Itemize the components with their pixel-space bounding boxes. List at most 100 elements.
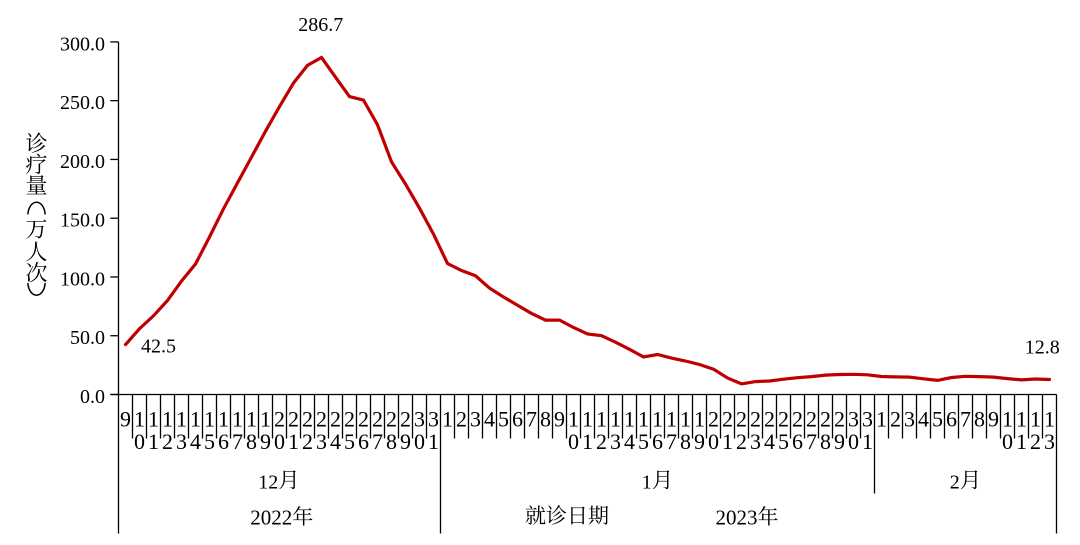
svg-text:6: 6: [512, 407, 523, 432]
svg-text:2: 2: [456, 407, 467, 432]
svg-text:0: 0: [414, 429, 425, 454]
svg-text:0.0: 0.0: [80, 386, 105, 408]
svg-text:0: 0: [708, 429, 719, 454]
svg-text:1: 1: [722, 429, 733, 454]
svg-text:7: 7: [232, 429, 243, 454]
svg-text:2: 2: [806, 407, 817, 432]
svg-text:1: 1: [134, 407, 145, 432]
svg-text:1: 1: [1016, 407, 1027, 432]
svg-text:9: 9: [988, 407, 999, 432]
svg-text:2: 2: [736, 407, 747, 432]
svg-text:1: 1: [1016, 429, 1027, 454]
svg-text:1: 1: [638, 407, 649, 432]
svg-text:9: 9: [400, 429, 411, 454]
svg-text:1: 1: [148, 407, 159, 432]
svg-text:42.5: 42.5: [141, 336, 176, 358]
svg-text:1: 1: [568, 407, 579, 432]
svg-text:2: 2: [358, 407, 369, 432]
svg-text:8: 8: [820, 429, 831, 454]
svg-text:2022: 2022: [250, 506, 292, 530]
svg-text:8: 8: [974, 407, 985, 432]
svg-text:2: 2: [778, 407, 789, 432]
svg-text:1: 1: [610, 407, 621, 432]
svg-text:1: 1: [642, 472, 652, 494]
svg-text:1: 1: [442, 407, 453, 432]
svg-text:2: 2: [736, 429, 747, 454]
svg-text:2: 2: [1030, 429, 1041, 454]
svg-text:5: 5: [778, 429, 789, 454]
svg-text:12: 12: [258, 472, 278, 494]
svg-text:1: 1: [162, 407, 173, 432]
svg-text:3: 3: [414, 407, 425, 432]
svg-text:1: 1: [666, 407, 677, 432]
svg-text:2: 2: [344, 407, 355, 432]
svg-text:8: 8: [680, 429, 691, 454]
svg-text:0: 0: [568, 429, 579, 454]
svg-text:1: 1: [148, 429, 159, 454]
svg-text:100.0: 100.0: [60, 268, 105, 290]
svg-text:4: 4: [764, 429, 775, 454]
svg-text:1: 1: [862, 429, 873, 454]
svg-text:5: 5: [204, 429, 215, 454]
svg-text:3: 3: [904, 407, 915, 432]
svg-text:1: 1: [246, 407, 257, 432]
svg-text:3: 3: [848, 407, 859, 432]
svg-text:2: 2: [274, 407, 285, 432]
svg-text:0: 0: [848, 429, 859, 454]
svg-text:1: 1: [680, 407, 691, 432]
svg-text:9: 9: [694, 429, 705, 454]
svg-text:12.8: 12.8: [1025, 337, 1060, 359]
svg-text:8: 8: [246, 429, 257, 454]
svg-text:5: 5: [498, 407, 509, 432]
svg-text:7: 7: [526, 407, 537, 432]
svg-text:1: 1: [428, 429, 439, 454]
svg-text:2: 2: [400, 407, 411, 432]
svg-text:1: 1: [596, 407, 607, 432]
svg-text:200.0: 200.0: [60, 151, 105, 173]
svg-text:8: 8: [540, 407, 551, 432]
svg-text:1: 1: [1002, 407, 1013, 432]
svg-text:2: 2: [162, 429, 173, 454]
svg-text:1: 1: [694, 407, 705, 432]
svg-text:2: 2: [302, 407, 313, 432]
svg-text:7: 7: [960, 407, 971, 432]
svg-text:300.0: 300.0: [60, 33, 105, 55]
svg-text:9: 9: [120, 407, 131, 432]
svg-text:3: 3: [176, 429, 187, 454]
svg-text:7: 7: [372, 429, 383, 454]
svg-text:4: 4: [918, 407, 929, 432]
svg-text:6: 6: [358, 429, 369, 454]
svg-text:6: 6: [792, 429, 803, 454]
svg-text:50.0: 50.0: [70, 327, 105, 349]
svg-text:0: 0: [274, 429, 285, 454]
svg-text:1: 1: [1044, 407, 1055, 432]
svg-text:6: 6: [218, 429, 229, 454]
svg-text:1: 1: [652, 407, 663, 432]
svg-text:250.0: 250.0: [60, 92, 105, 114]
svg-text:2: 2: [834, 407, 845, 432]
svg-text:1: 1: [176, 407, 187, 432]
svg-text:7: 7: [666, 429, 677, 454]
svg-text:8: 8: [386, 429, 397, 454]
svg-text:3: 3: [1044, 429, 1055, 454]
svg-text:2: 2: [750, 407, 761, 432]
svg-text:1: 1: [582, 407, 593, 432]
svg-text:1: 1: [582, 429, 593, 454]
svg-text:2: 2: [722, 407, 733, 432]
svg-text:2: 2: [596, 429, 607, 454]
svg-text:3: 3: [750, 429, 761, 454]
svg-text:1: 1: [232, 407, 243, 432]
svg-text:4: 4: [330, 429, 341, 454]
svg-text:4: 4: [190, 429, 201, 454]
svg-text:1: 1: [288, 429, 299, 454]
svg-text:286.7: 286.7: [298, 14, 343, 36]
svg-text:6: 6: [946, 407, 957, 432]
svg-text:7: 7: [806, 429, 817, 454]
svg-text:5: 5: [638, 429, 649, 454]
svg-text:5: 5: [344, 429, 355, 454]
svg-text:2: 2: [386, 407, 397, 432]
svg-text:2: 2: [708, 407, 719, 432]
svg-text:1: 1: [204, 407, 215, 432]
svg-text:2: 2: [288, 407, 299, 432]
svg-text:2: 2: [330, 407, 341, 432]
